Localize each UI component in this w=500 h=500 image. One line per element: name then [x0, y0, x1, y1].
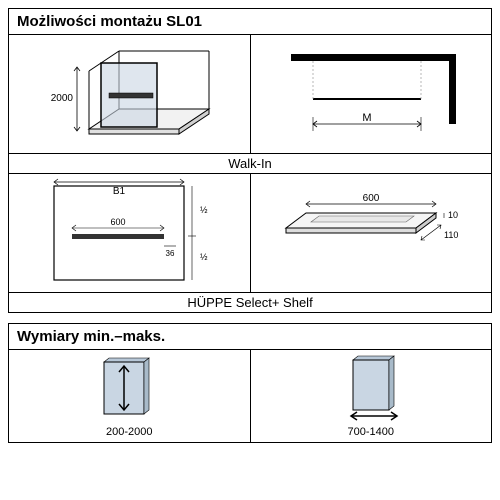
dim-b1: B1 [113, 186, 126, 197]
cell-shelf-iso: 600 10 110 [250, 174, 492, 292]
cell-shelf-front: B1 600 36 ½ ½ [9, 174, 250, 292]
dim-2000: 2000 [51, 93, 74, 104]
range-height: 200-2000 [13, 424, 246, 438]
iso-enclosure-svg: 2000 [29, 39, 229, 149]
caption-shelf: HÜPPE Select+ Shelf [9, 293, 491, 312]
row-dims: 200-2000 700-1400 [9, 350, 491, 442]
dim-600a: 600 [111, 217, 126, 227]
dim-600b: 600 [362, 193, 379, 204]
cell-height-range: 200-2000 [9, 350, 250, 442]
section2-title: Wymiary min.–maks. [9, 324, 491, 350]
width-range-svg [301, 354, 441, 424]
shelf-iso-svg: 600 10 110 [266, 178, 476, 288]
dim-36: 36 [166, 249, 175, 258]
range-width: 700-1400 [255, 424, 488, 438]
cell-width-range: 700-1400 [250, 350, 492, 442]
shelf-front-svg: B1 600 36 ½ ½ [24, 178, 234, 288]
dim-10: 10 [448, 210, 458, 220]
cell-plan-view: M [250, 35, 492, 153]
height-range-svg [59, 354, 199, 424]
cell-iso-enclosure: 2000 [9, 35, 250, 153]
dim-110: 110 [444, 230, 458, 240]
plan-view-svg: M [271, 39, 471, 149]
mounting-options-section: Możliwości montażu SL01 [8, 8, 492, 313]
caption-walkin: Walk-In [9, 154, 491, 174]
row-shelf: B1 600 36 ½ ½ [9, 174, 491, 293]
svg-text:½: ½ [200, 205, 208, 215]
dim-M: M [362, 112, 371, 124]
dimensions-section: Wymiary min.–maks. 200-2000 [8, 323, 492, 443]
svg-text:½: ½ [200, 252, 208, 262]
row-walkin: 2000 [9, 35, 491, 154]
section1-title: Możliwości montażu SL01 [9, 9, 491, 35]
